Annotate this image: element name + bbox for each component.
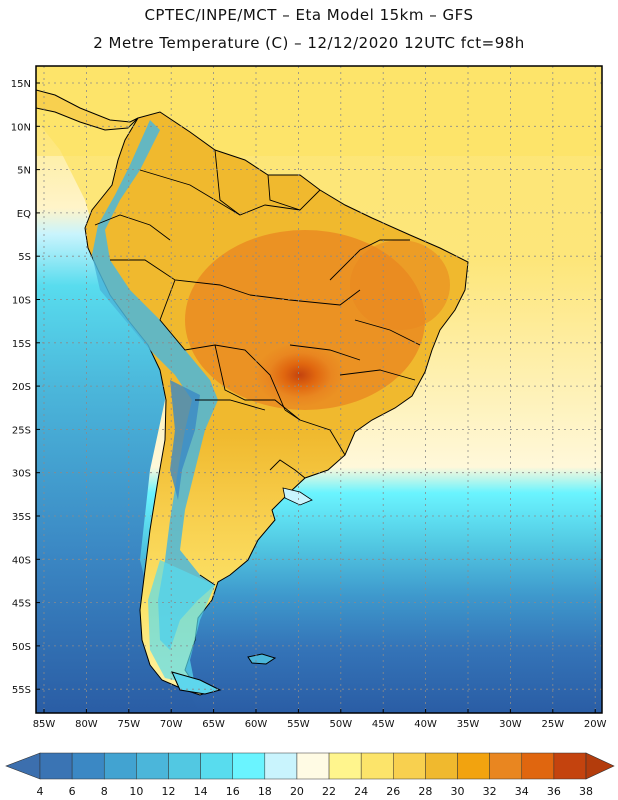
colorbar-label: 38 xyxy=(579,785,593,798)
colorbar-segment xyxy=(360,752,394,780)
colorbar-label: 28 xyxy=(418,785,432,798)
colorbar-segment xyxy=(71,752,105,780)
colorbar-segment xyxy=(39,752,73,780)
colorbar-segment xyxy=(264,752,298,780)
colorbar-segment xyxy=(393,752,426,780)
colorbar-label: 20 xyxy=(290,785,304,798)
lat-label: 20S xyxy=(12,382,31,393)
colorbar-label: 22 xyxy=(322,785,336,798)
map-frame xyxy=(35,65,603,714)
andes-mountains xyxy=(92,120,218,650)
lon-label: 20W xyxy=(584,719,607,730)
hot-spot-pantanal xyxy=(255,343,345,407)
colorbar-label: 32 xyxy=(483,785,497,798)
central-america xyxy=(36,89,139,131)
lon-label: 50W xyxy=(329,719,352,730)
lon-label: 35W xyxy=(457,719,480,730)
colorbar-label: 6 xyxy=(69,785,76,798)
colorbar-segment xyxy=(553,752,587,780)
lon-label: 45W xyxy=(372,719,395,730)
lon-label: 55W xyxy=(287,719,310,730)
lat-label: 50S xyxy=(12,642,31,653)
colorbar-label: 26 xyxy=(386,785,400,798)
colorbar-label: 14 xyxy=(194,785,208,798)
lat-label: 25S xyxy=(12,425,31,436)
colorbar-segment xyxy=(521,752,555,780)
lat-lon-grid xyxy=(36,66,602,713)
colorbar-label: 10 xyxy=(129,785,143,798)
colorbar-label: 36 xyxy=(547,785,561,798)
lat-label: EQ xyxy=(17,209,31,220)
lon-label: 75W xyxy=(117,719,140,730)
colorbar-segment xyxy=(457,752,490,780)
colorbar-label: 24 xyxy=(354,785,368,798)
lat-label: 30S xyxy=(12,469,31,480)
lat-label: 5S xyxy=(18,252,31,263)
falkland-islands xyxy=(247,653,277,665)
rio-de-la-plata xyxy=(282,487,313,506)
lon-label: 80W xyxy=(75,719,98,730)
colorbar-high-arrow xyxy=(585,752,615,780)
colorbar-label: 16 xyxy=(226,785,240,798)
pacific-ocean xyxy=(36,66,200,713)
lon-label: 65W xyxy=(202,719,225,730)
colorbar-segment xyxy=(103,752,137,780)
colorbar-segment xyxy=(200,752,233,780)
colorbar-segment xyxy=(232,752,266,780)
lat-label: 55S xyxy=(12,685,31,696)
lon-label: 70W xyxy=(160,719,183,730)
colorbar-labels: 4 6 8 10 12 14 16 18 20 22 24 26 28 30 32 34 36 38 xyxy=(37,785,594,798)
colorbar-label: 8 xyxy=(101,785,108,798)
colorbar-low-arrow xyxy=(5,752,41,780)
lon-label: 30W xyxy=(499,719,522,730)
lat-label: 10N xyxy=(11,122,31,133)
lat-label: 10S xyxy=(12,296,31,307)
colorbar xyxy=(5,752,615,780)
map-field xyxy=(36,66,602,713)
colorbar-label: 4 xyxy=(37,785,44,798)
country-borders xyxy=(94,149,421,586)
lat-label: 15S xyxy=(12,339,31,350)
colorbar-segment xyxy=(168,752,201,780)
colorbar-segment xyxy=(489,752,523,780)
caribbean-sea xyxy=(36,66,602,156)
colorbar-label: 30 xyxy=(451,785,465,798)
colorbar-segment xyxy=(136,752,169,780)
hot-region-northeast xyxy=(350,240,450,330)
colorbar-label: 18 xyxy=(258,785,272,798)
tierra-del-fuego xyxy=(171,671,222,695)
lat-label: 15N xyxy=(11,79,31,90)
andes-high-peaks xyxy=(170,380,200,500)
lon-label: 85W xyxy=(33,719,56,730)
title-line-2: 2 Metre Temperature (C) – 12/12/2020 12U… xyxy=(93,34,525,52)
colorbar-label: 12 xyxy=(161,785,175,798)
title-line-1: CPTEC/INPE/MCT – Eta Model 15km – GFS xyxy=(144,6,474,24)
lon-label: 40W xyxy=(414,719,437,730)
lat-label: 5N xyxy=(17,166,31,177)
colorbar-segment xyxy=(425,752,458,780)
patagonia xyxy=(148,560,215,685)
colorbar-segment xyxy=(296,752,330,780)
lon-label: 25W xyxy=(541,719,564,730)
lat-label: 40S xyxy=(12,555,31,566)
colorbar-segment xyxy=(328,752,362,780)
lon-label: 60W xyxy=(245,719,268,730)
lat-label: 45S xyxy=(12,599,31,610)
latitude-labels: 15N 10N 5N EQ 5S 10S 15S 20S 25S 30S 35S 40S 45S 50S 5… xyxy=(11,79,40,696)
colorbar-label: 34 xyxy=(515,785,529,798)
longitude-labels: 85W 80W 75W 70W 65W 60W 55W 50W 45W 40W 35W 30W 25W 2… xyxy=(33,709,607,730)
lat-label: 35S xyxy=(12,512,31,523)
